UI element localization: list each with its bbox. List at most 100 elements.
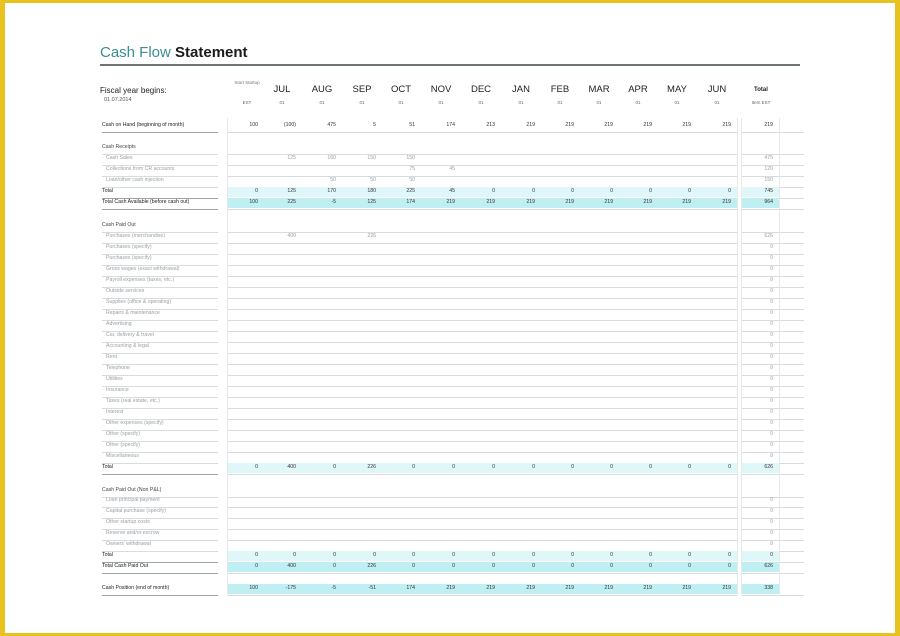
table-cell[interactable]: 0	[532, 188, 535, 194]
total-cell[interactable]: 0	[770, 277, 773, 283]
table-cell[interactable]: 0	[728, 563, 731, 569]
table-cell[interactable]: 100	[249, 199, 258, 205]
total-cell[interactable]: 150	[764, 177, 773, 183]
table-cell[interactable]: 0	[532, 464, 535, 470]
table-cell[interactable]: 0	[688, 464, 691, 470]
table-cell[interactable]: 219	[722, 585, 731, 591]
table-cell[interactable]: 125	[287, 188, 296, 194]
table-cell[interactable]: 226	[367, 233, 376, 239]
table-cell[interactable]: 0	[492, 552, 495, 558]
table-cell[interactable]: 219	[643, 122, 652, 128]
table-cell[interactable]: -5	[331, 585, 336, 591]
table-cell[interactable]: 50	[409, 177, 415, 183]
table-cell[interactable]: 219	[604, 585, 613, 591]
table-cell[interactable]: 0	[452, 552, 455, 558]
table-cell[interactable]: 226	[367, 464, 376, 470]
table-cell[interactable]: 0	[688, 188, 691, 194]
total-cell[interactable]: 120	[764, 166, 773, 172]
table-cell[interactable]: 0	[649, 552, 652, 558]
table-cell[interactable]: 50	[330, 177, 336, 183]
table-cell[interactable]: 5	[373, 122, 376, 128]
table-cell[interactable]: 0	[571, 552, 574, 558]
table-cell[interactable]: 219	[486, 585, 495, 591]
total-cell[interactable]: 338	[764, 585, 773, 591]
total-cell[interactable]: 0	[770, 409, 773, 415]
total-cell[interactable]: 745	[764, 188, 773, 194]
table-cell[interactable]: 225	[287, 199, 296, 205]
total-cell[interactable]: 0	[770, 310, 773, 316]
table-cell[interactable]: 75	[409, 166, 415, 172]
table-cell[interactable]: 0	[293, 552, 296, 558]
table-cell[interactable]: 0	[333, 563, 336, 569]
table-cell[interactable]: 400	[287, 563, 296, 569]
total-cell[interactable]: 0	[770, 376, 773, 382]
total-cell[interactable]: 0	[770, 387, 773, 393]
table-cell[interactable]: 219	[643, 199, 652, 205]
table-cell[interactable]: 219	[565, 199, 574, 205]
table-cell[interactable]: 219	[446, 585, 455, 591]
table-cell[interactable]: 219	[526, 122, 535, 128]
table-cell[interactable]: 219	[682, 199, 691, 205]
table-cell[interactable]: 0	[412, 563, 415, 569]
table-cell[interactable]: 0	[492, 464, 495, 470]
table-cell[interactable]: 0	[610, 563, 613, 569]
table-cell[interactable]: 0	[649, 464, 652, 470]
table-cell[interactable]: 125	[287, 155, 296, 161]
table-cell[interactable]: 45	[449, 166, 455, 172]
table-cell[interactable]: 219	[565, 585, 574, 591]
total-cell[interactable]: 0	[770, 299, 773, 305]
table-cell[interactable]: 0	[255, 552, 258, 558]
table-cell[interactable]: 219	[446, 199, 455, 205]
table-cell[interactable]: -175	[285, 585, 296, 591]
total-cell[interactable]: 626	[764, 563, 773, 569]
table-cell[interactable]: 100	[249, 122, 258, 128]
table-cell[interactable]: 213	[486, 122, 495, 128]
table-cell[interactable]: (100)	[283, 122, 296, 128]
table-cell[interactable]: 160	[327, 155, 336, 161]
table-cell[interactable]: 0	[688, 563, 691, 569]
total-cell[interactable]: 626	[764, 464, 773, 470]
table-cell[interactable]: 219	[526, 199, 535, 205]
total-cell[interactable]: 0	[770, 431, 773, 437]
table-cell[interactable]: 174	[406, 585, 415, 591]
total-cell[interactable]: 0	[770, 552, 773, 558]
table-cell[interactable]: 400	[287, 233, 296, 239]
table-cell[interactable]: 219	[526, 585, 535, 591]
total-cell[interactable]: 0	[770, 497, 773, 503]
table-cell[interactable]: 225	[406, 188, 415, 194]
total-cell[interactable]: 0	[770, 266, 773, 272]
table-cell[interactable]: 0	[610, 464, 613, 470]
total-cell[interactable]: 626	[764, 233, 773, 239]
total-cell[interactable]: 0	[770, 288, 773, 294]
table-cell[interactable]: 0	[452, 464, 455, 470]
table-cell[interactable]: 219	[682, 122, 691, 128]
table-cell[interactable]: 0	[333, 552, 336, 558]
table-cell[interactable]: 0	[452, 563, 455, 569]
table-cell[interactable]: 0	[649, 188, 652, 194]
total-cell[interactable]: 475	[764, 155, 773, 161]
table-cell[interactable]: 0	[610, 552, 613, 558]
table-cell[interactable]: 219	[604, 122, 613, 128]
table-cell[interactable]: 0	[728, 188, 731, 194]
total-cell[interactable]: 0	[770, 244, 773, 250]
table-cell[interactable]: 100	[249, 585, 258, 591]
table-cell[interactable]: 50	[370, 177, 376, 183]
total-cell[interactable]: 0	[770, 541, 773, 547]
table-cell[interactable]: 0	[649, 563, 652, 569]
table-cell[interactable]: 0	[688, 552, 691, 558]
table-cell[interactable]: 219	[565, 122, 574, 128]
total-cell[interactable]: 0	[770, 530, 773, 536]
table-cell[interactable]: 0	[728, 464, 731, 470]
table-cell[interactable]: -5	[331, 199, 336, 205]
table-cell[interactable]: 174	[406, 199, 415, 205]
table-cell[interactable]: 0	[728, 552, 731, 558]
table-cell[interactable]: 0	[492, 563, 495, 569]
table-cell[interactable]: -51	[368, 585, 377, 591]
table-cell[interactable]: 125	[367, 199, 376, 205]
table-cell[interactable]: 0	[412, 464, 415, 470]
total-cell[interactable]: 0	[770, 453, 773, 459]
table-cell[interactable]: 219	[722, 199, 731, 205]
total-cell[interactable]: 964	[764, 199, 773, 205]
table-cell[interactable]: 0	[532, 563, 535, 569]
table-cell[interactable]: 45	[449, 188, 455, 194]
